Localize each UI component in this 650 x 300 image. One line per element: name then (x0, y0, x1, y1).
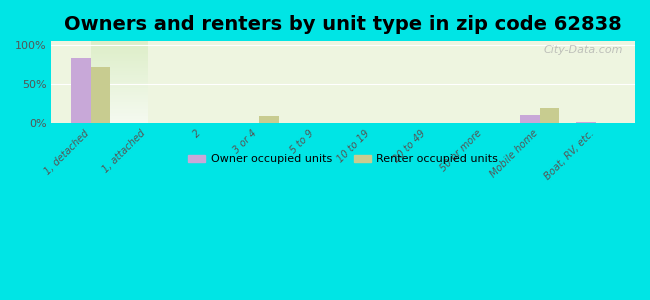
Bar (259, 116, 279, 123)
Bar (520, 115, 540, 123)
Bar (540, 109, 559, 123)
Bar (71, 58, 91, 123)
Title: Owners and renters by unit type in zip code 62838: Owners and renters by unit type in zip c… (64, 15, 622, 34)
Legend: Owner occupied units, Renter occupied units: Owner occupied units, Renter occupied un… (184, 150, 502, 169)
Text: City-Data.com: City-Data.com (544, 45, 623, 55)
Bar (576, 122, 596, 123)
Bar (91, 67, 111, 123)
